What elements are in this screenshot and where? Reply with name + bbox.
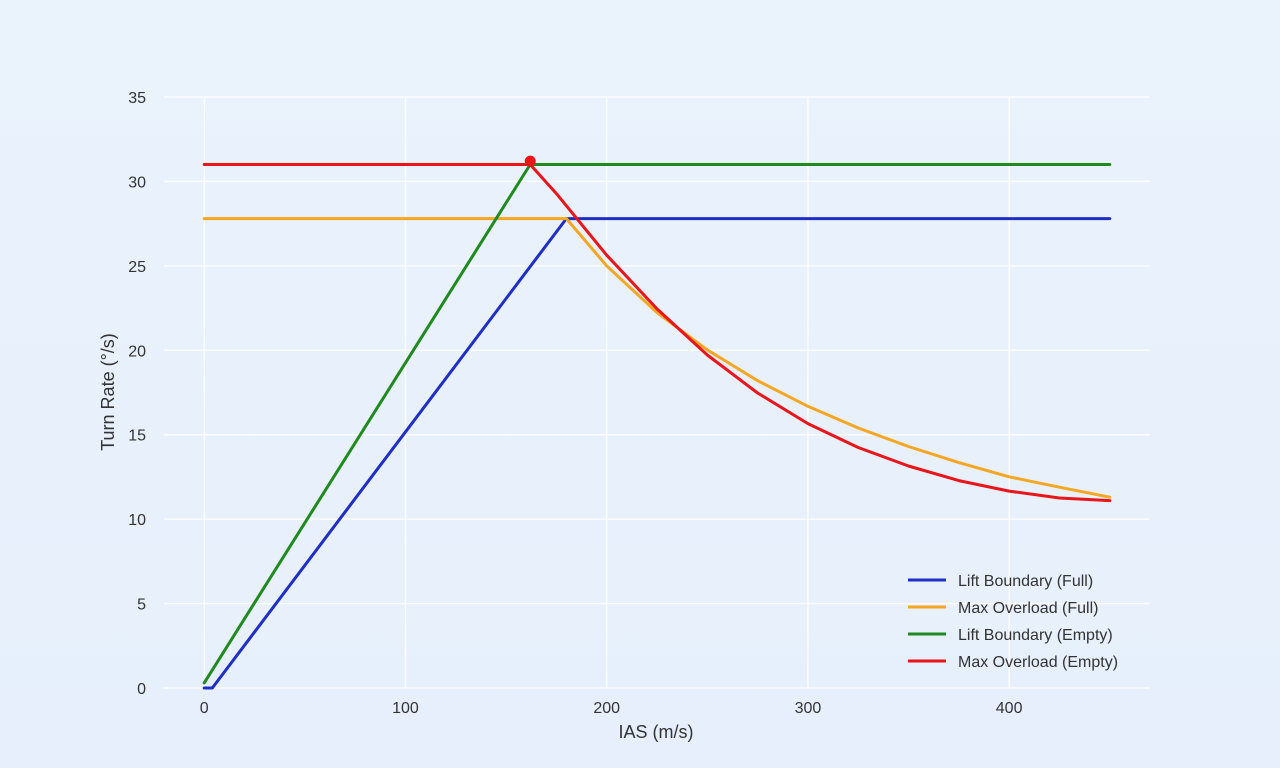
- x-tick-label: 300: [795, 700, 822, 717]
- x-axis-title: IAS (m/s): [619, 722, 694, 742]
- y-tick-label: 20: [128, 343, 146, 360]
- legend-label: Max Overload (Empty): [958, 654, 1118, 671]
- legend-label: Lift Boundary (Full): [958, 573, 1093, 590]
- legend-label: Lift Boundary (Empty): [958, 627, 1113, 644]
- x-tick-label: 200: [593, 700, 620, 717]
- series-line-4: [202, 163, 1112, 503]
- series-line-1: [202, 217, 1112, 690]
- y-tick-label: 5: [137, 597, 146, 614]
- intersection-marker: [524, 155, 536, 167]
- legend: Lift Boundary (Full) Max Overload (Full) L…: [908, 573, 1118, 671]
- y-axis-title: Turn Rate (°/s): [98, 333, 118, 451]
- y-tick-label: 30: [128, 174, 146, 191]
- legend-label: Max Overload (Full): [958, 600, 1098, 617]
- grid-layer: [164, 96, 1150, 689]
- x-tick-label: 100: [392, 700, 419, 717]
- y-tick-label: 10: [128, 512, 146, 529]
- y-tick-label: 15: [128, 428, 146, 445]
- y-tick-label: 25: [128, 259, 146, 276]
- series-line-2: [202, 217, 1112, 499]
- x-tick-label: 0: [200, 700, 209, 717]
- y-tick-label: 0: [137, 681, 146, 698]
- marker-layer: [524, 155, 536, 167]
- ticks-layer: 0 5 10 15 20 25 30 35 0 100 200 300 400: [128, 90, 1022, 717]
- y-tick-label: 35: [128, 90, 146, 107]
- x-tick-label: 400: [996, 700, 1023, 717]
